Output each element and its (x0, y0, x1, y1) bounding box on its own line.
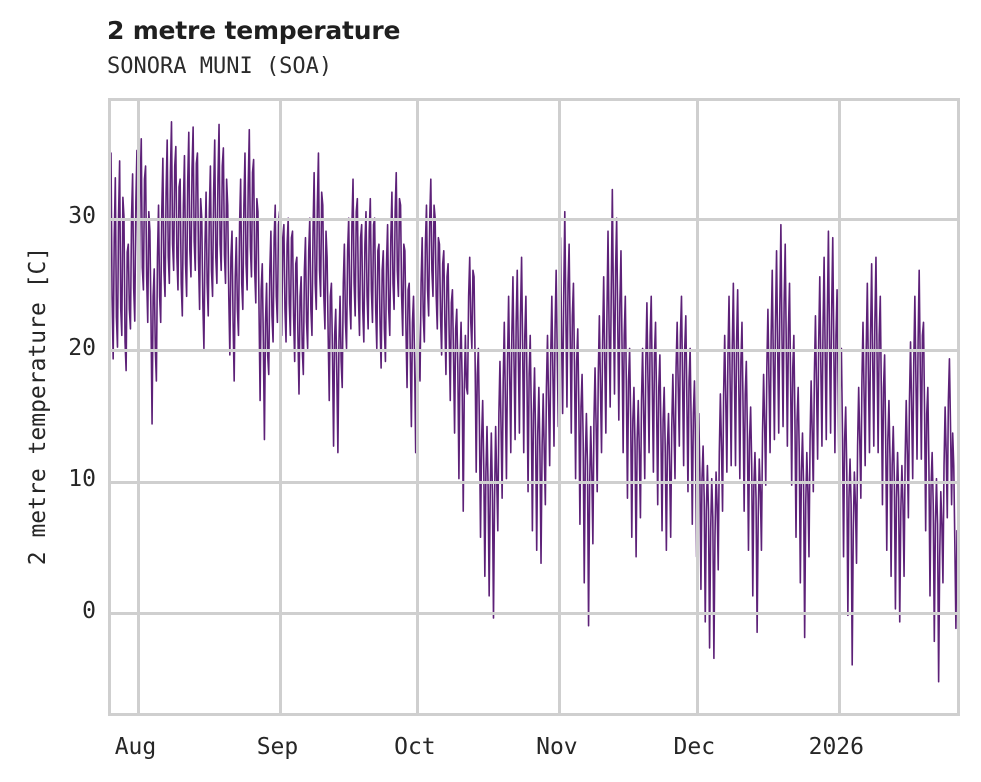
x-tick-label: 2026 (808, 734, 865, 760)
gridline-vertical (695, 101, 699, 713)
plot-inner (111, 101, 957, 713)
chart-subtitle: SONORA MUNI (SOA) (107, 54, 333, 79)
series-line (111, 122, 957, 682)
x-tick-label: Sep (256, 734, 299, 760)
gridline-horizontal (111, 480, 957, 484)
gridline-horizontal (111, 349, 957, 353)
gridline-horizontal (111, 217, 957, 221)
y-tick-label: 30 (68, 203, 96, 230)
x-tick-label: Dec (673, 734, 716, 760)
temperature-series (111, 101, 957, 713)
x-axis-ticks: Aug Sep Oct Nov Dec 2026 (108, 734, 960, 774)
y-axis-ticks: 0 10 20 30 (0, 98, 96, 716)
x-tick-label: Oct (394, 734, 436, 760)
gridline-vertical (837, 101, 841, 713)
gridline-vertical (136, 101, 140, 713)
y-tick-label: 0 (82, 597, 96, 624)
x-tick-label: Nov (536, 734, 578, 760)
x-tick-label: Aug (114, 734, 157, 760)
gridline-vertical (416, 101, 420, 713)
y-tick-label: 20 (68, 334, 96, 361)
gridline-horizontal (111, 612, 957, 616)
chart-title: 2 metre temperature (107, 16, 401, 45)
gridline-vertical (278, 101, 282, 713)
plot-area (108, 98, 960, 716)
y-tick-label: 10 (68, 466, 96, 493)
gridline-vertical (558, 101, 562, 713)
